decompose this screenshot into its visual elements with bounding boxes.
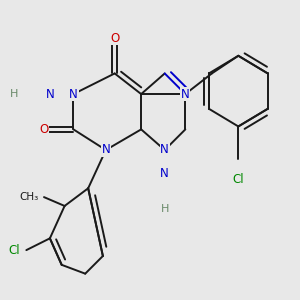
Text: Cl: Cl — [232, 173, 244, 186]
Text: Cl: Cl — [9, 244, 20, 256]
Text: CH₃: CH₃ — [20, 192, 39, 202]
Text: N: N — [160, 167, 169, 180]
Text: H: H — [11, 89, 19, 99]
Text: N: N — [101, 143, 110, 157]
Text: N: N — [69, 88, 78, 100]
Text: N: N — [46, 88, 54, 100]
Text: N: N — [160, 143, 169, 157]
Text: H: H — [160, 204, 169, 214]
Text: O: O — [39, 123, 49, 136]
Text: N: N — [181, 88, 190, 100]
Text: O: O — [110, 32, 119, 45]
